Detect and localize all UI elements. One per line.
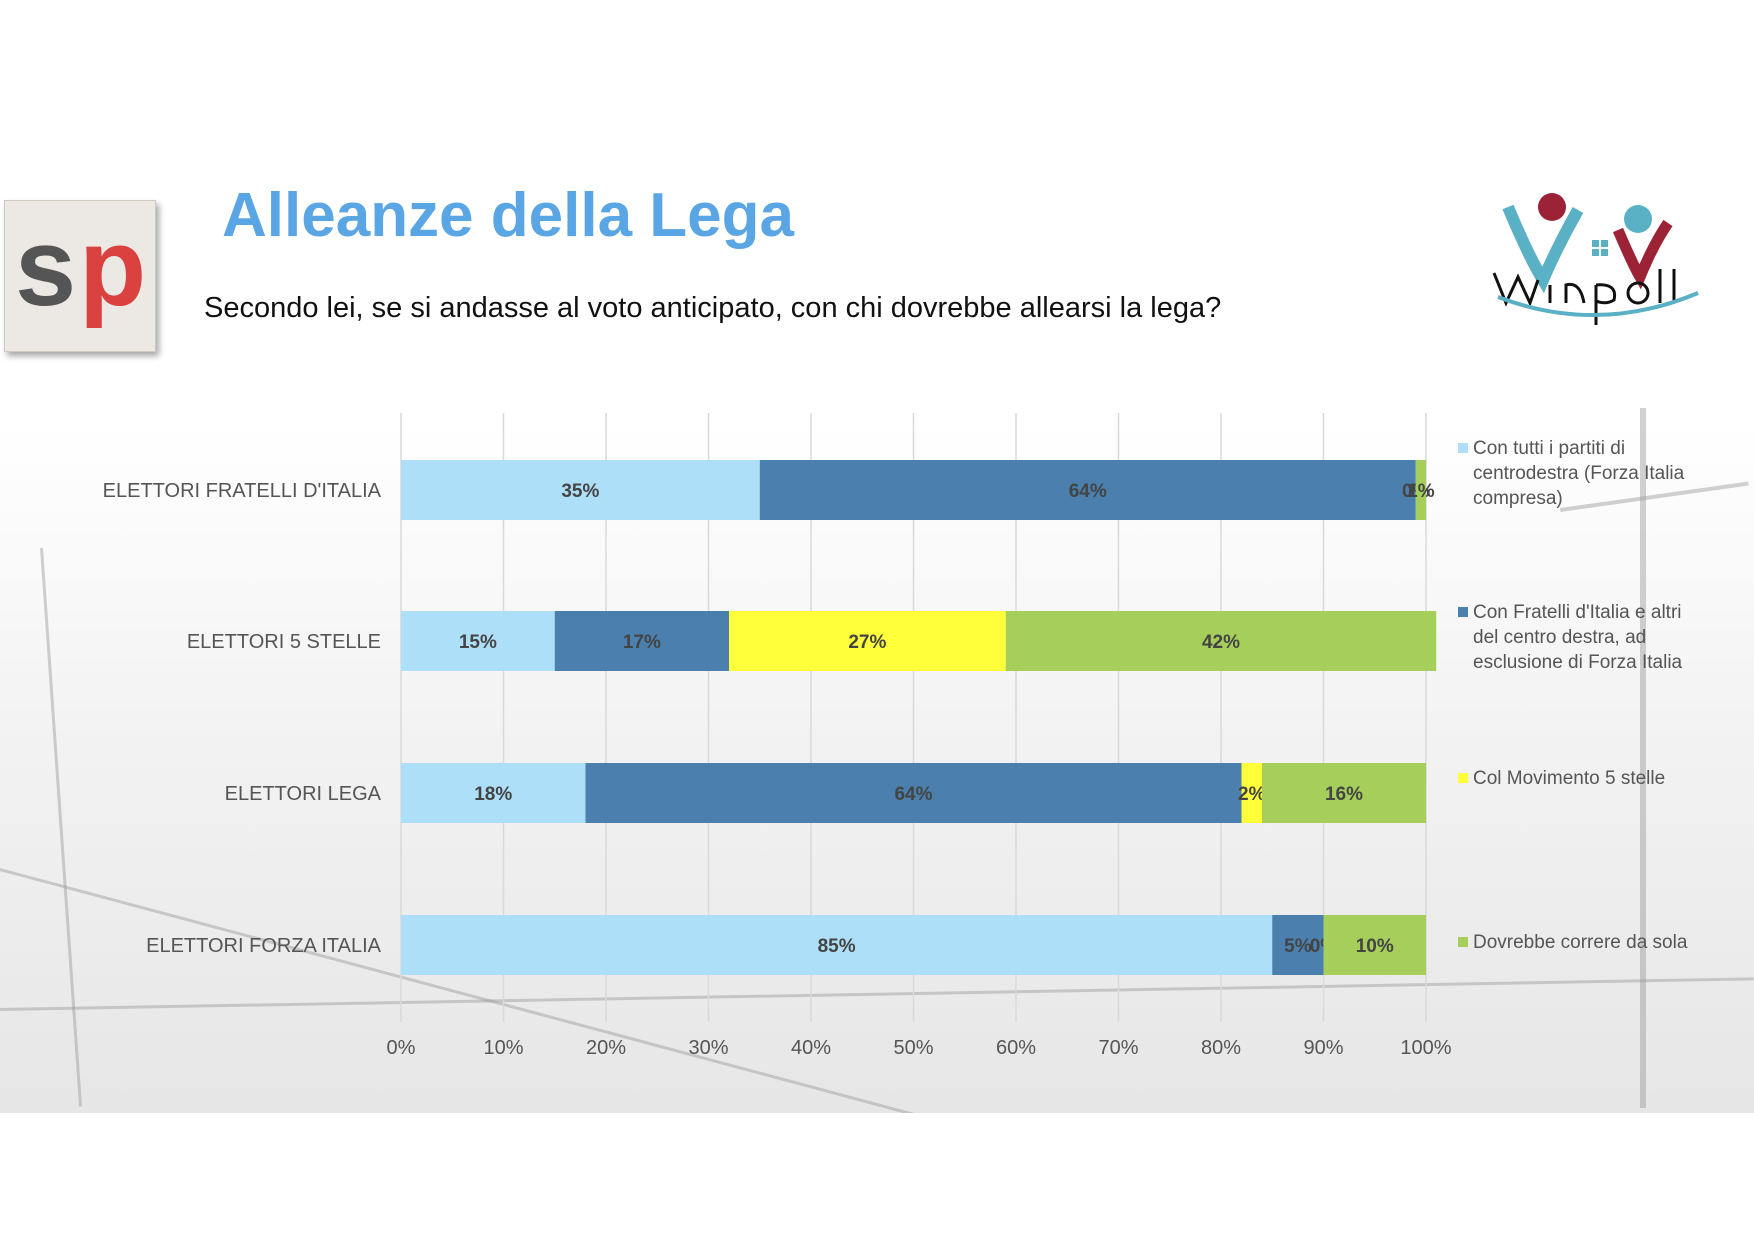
bar-segment [401,611,555,671]
legend-label: Con tutti i partiti di centrodestra (For… [1473,438,1685,509]
bar-segment [401,460,760,520]
legend-swatch [1458,443,1468,453]
x-tick-label: 10% [483,1037,523,1059]
question-subtitle: Secondo lei, se si andasse al voto antic… [204,292,1222,324]
data-label: 15% [459,632,497,653]
x-tick-label: 30% [688,1037,728,1059]
sp-logo-s: s [15,206,77,329]
category-label: ELETTORI LEGA [225,783,382,805]
bar-segment [554,611,729,671]
bar-segment [759,460,1416,520]
x-tick-label: 40% [791,1037,831,1059]
bar-segment [401,763,586,823]
background-line [1640,408,1646,1108]
category-label: ELETTORI FORZA ITALIA [146,935,382,957]
bar-segment [585,763,1242,823]
bar-segment [1415,460,1426,520]
bar-segment [1241,763,1262,823]
x-tick-label: 60% [996,1037,1036,1059]
data-label: 17% [623,632,661,653]
data-label: 35% [561,481,599,502]
sp-logo-p: p [79,206,147,329]
slide-title: Alleanze della Lega [222,181,794,250]
sp-logo: s p [4,200,156,352]
data-label: 1% [1407,481,1435,502]
bar-segment [1005,611,1437,671]
bar-segment [1272,915,1324,975]
legend-swatch [1458,607,1468,617]
x-tick-label: 20% [586,1037,626,1059]
category-label: ELETTORI FRATELLI D'ITALIA [103,480,382,502]
data-label: 10% [1356,936,1394,957]
x-tick-label: 90% [1303,1037,1343,1059]
winpoll-logo [1492,193,1699,325]
bar-segment [729,611,1006,671]
data-label: 5% [1284,936,1312,957]
x-tick-label: 70% [1098,1037,1138,1059]
data-label: 42% [1202,632,1240,653]
data-label: 18% [474,784,512,805]
x-tick-label: 0% [387,1037,416,1059]
bar-segment [1323,915,1426,975]
legend-swatch [1458,937,1468,947]
bar-segment [401,915,1273,975]
category-label: ELETTORI 5 STELLE [187,631,381,653]
legend-label: Dovrebbe correre da sola [1473,932,1688,953]
legend-label: Col Movimento 5 stelle [1473,768,1666,789]
data-label: 16% [1325,784,1363,805]
legend-swatch [1458,773,1468,783]
data-label: 64% [1069,481,1107,502]
data-label: 27% [848,632,886,653]
data-label: 85% [818,936,856,957]
x-tick-label: 50% [893,1037,933,1059]
legend-label: Con Fratelli d'Italia e altri del centro… [1473,602,1683,673]
bar-segment [1262,763,1426,823]
x-tick-label: 80% [1201,1037,1241,1059]
data-label: 64% [894,784,932,805]
x-tick-label: 100% [1400,1037,1451,1059]
data-label: 2% [1238,784,1266,805]
